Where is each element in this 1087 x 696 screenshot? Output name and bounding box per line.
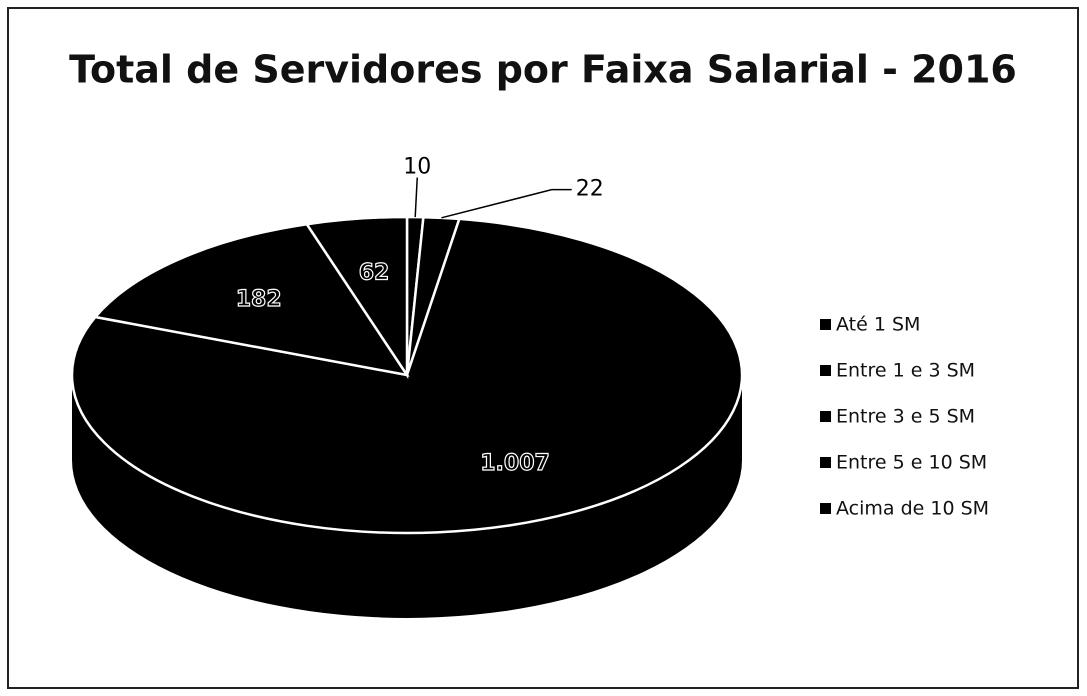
legend-label: Entre 5 e 10 SM [836, 452, 987, 474]
chart-title: Total de Servidores por Faixa Salarial -… [69, 48, 1017, 92]
legend-swatch [820, 457, 831, 468]
data-label: 10 [403, 155, 431, 180]
legend-swatch [820, 503, 831, 514]
data-label: 1.007 [480, 451, 550, 476]
legend-label: Entre 3 e 5 SM [836, 406, 975, 428]
leader-line [441, 188, 572, 219]
data-label: 182 [236, 287, 282, 312]
legend-swatch [820, 319, 831, 330]
data-label: 22 [576, 177, 604, 202]
pie-slice [304, 215, 409, 380]
legend-swatch [820, 365, 831, 376]
data-label: 62 [359, 260, 390, 285]
legend-label: Entre 1 e 3 SM [836, 360, 975, 382]
legend-label: Acima de 10 SM [836, 498, 989, 520]
legend-label: Até 1 SM [836, 314, 920, 336]
pie-slice [93, 222, 410, 377]
legend-swatch [820, 411, 831, 422]
leader-line [414, 177, 419, 218]
pie-side [72, 375, 742, 618]
chart-frame [7, 7, 1079, 689]
